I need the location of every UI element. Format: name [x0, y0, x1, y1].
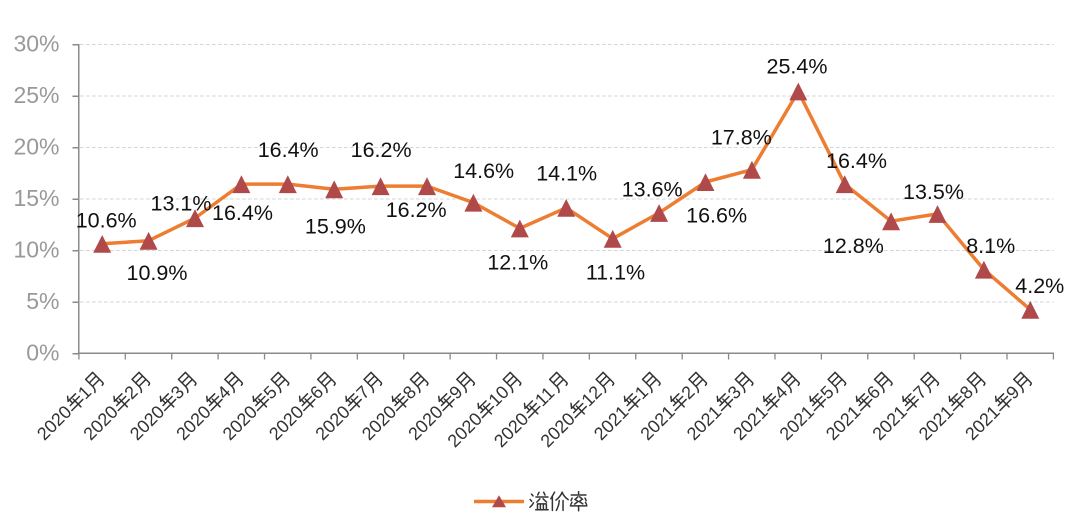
svg-text:16.4%: 16.4%	[212, 201, 273, 225]
svg-text:17.8%: 17.8%	[711, 126, 772, 150]
svg-text:25.4%: 25.4%	[767, 55, 828, 79]
svg-text:14.1%: 14.1%	[536, 162, 597, 186]
svg-text:25%: 25%	[13, 82, 59, 108]
svg-text:20%: 20%	[13, 133, 59, 159]
svg-text:13.5%: 13.5%	[903, 180, 964, 204]
svg-text:15.9%: 15.9%	[305, 215, 366, 239]
svg-text:12.8%: 12.8%	[823, 234, 884, 258]
svg-text:10.6%: 10.6%	[76, 208, 137, 232]
svg-text:16.4%: 16.4%	[258, 138, 319, 162]
svg-text:10.9%: 10.9%	[127, 261, 188, 285]
svg-text:10%: 10%	[13, 236, 59, 262]
svg-text:0%: 0%	[26, 339, 59, 365]
svg-text:13.1%: 13.1%	[151, 192, 212, 216]
svg-text:11.1%: 11.1%	[586, 261, 645, 285]
svg-text:16.4%: 16.4%	[826, 149, 887, 173]
svg-text:15%: 15%	[13, 185, 59, 211]
svg-text:16.2%: 16.2%	[386, 198, 447, 222]
svg-text:13.6%: 13.6%	[622, 178, 683, 202]
svg-text:16.2%: 16.2%	[351, 138, 412, 162]
svg-text:14.6%: 14.6%	[453, 159, 514, 183]
svg-text:8.1%: 8.1%	[966, 234, 1015, 258]
svg-text:30%: 30%	[13, 30, 59, 56]
svg-text:4.2%: 4.2%	[1015, 274, 1064, 298]
svg-text:16.6%: 16.6%	[686, 204, 747, 228]
svg-text:5%: 5%	[26, 288, 59, 314]
svg-text:12.1%: 12.1%	[487, 250, 548, 274]
